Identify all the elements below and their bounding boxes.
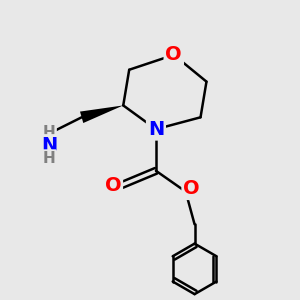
Text: N: N [148, 120, 164, 139]
Text: O: O [166, 45, 182, 64]
Text: H: H [43, 151, 55, 166]
Text: O: O [183, 179, 200, 198]
Polygon shape [80, 105, 123, 123]
Text: N: N [41, 136, 57, 155]
Text: H: H [43, 125, 55, 140]
Text: O: O [104, 176, 121, 195]
